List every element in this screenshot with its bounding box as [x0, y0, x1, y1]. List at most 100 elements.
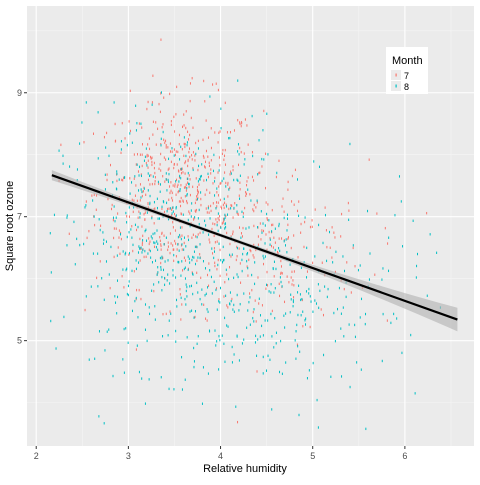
data-point-month-8 [302, 310, 304, 313]
data-point-month-8 [285, 361, 287, 364]
data-point-month-7 [210, 209, 212, 213]
data-point-month-7 [221, 222, 223, 225]
data-point-month-7 [331, 226, 333, 229]
data-point-month-8 [285, 312, 287, 315]
data-point-month-8 [163, 268, 165, 272]
data-point-month-7 [161, 126, 163, 129]
data-point-month-8 [271, 230, 273, 233]
data-point-month-8 [138, 189, 140, 192]
data-point-month-8 [135, 129, 137, 132]
data-point-month-8 [208, 233, 210, 236]
data-point-month-8 [259, 314, 261, 317]
data-point-month-7 [181, 167, 183, 170]
data-point-month-8 [145, 228, 147, 231]
data-point-month-7 [226, 304, 228, 307]
data-point-month-7 [179, 235, 181, 239]
data-point-month-8 [349, 142, 351, 146]
data-point-month-8 [167, 259, 169, 262]
data-point-month-8 [193, 346, 195, 350]
data-point-month-7 [197, 193, 199, 196]
data-point-month-7 [347, 201, 349, 205]
data-point-month-7 [227, 195, 229, 198]
data-point-month-7 [165, 144, 167, 147]
data-point-month-8 [261, 157, 263, 161]
data-point-month-7 [145, 193, 147, 197]
data-point-month-8 [101, 277, 103, 280]
data-point-month-8 [185, 289, 187, 293]
data-point-month-8 [181, 243, 183, 246]
data-point-month-7 [137, 170, 139, 173]
data-point-month-7 [169, 232, 171, 235]
data-point-month-8 [131, 236, 133, 239]
data-point-month-7 [153, 289, 155, 293]
data-point-month-7 [155, 121, 157, 124]
data-point-month-7 [159, 110, 161, 114]
data-point-month-8 [233, 310, 235, 313]
data-point-month-7 [141, 153, 143, 156]
data-point-month-8 [200, 191, 202, 194]
data-point-month-7 [142, 234, 144, 238]
data-point-month-8 [401, 351, 403, 355]
data-point-month-8 [162, 334, 164, 338]
data-point-month-8 [134, 223, 136, 227]
data-point-month-7 [287, 236, 289, 239]
data-point-month-8 [179, 233, 181, 237]
data-point-month-7 [239, 121, 241, 124]
data-point-month-8 [342, 306, 344, 309]
data-point-month-8 [228, 302, 230, 305]
data-point-month-7 [165, 312, 167, 316]
data-point-month-7 [205, 119, 207, 122]
data-point-month-7 [180, 196, 182, 200]
data-point-month-7 [167, 146, 169, 149]
data-point-month-7 [174, 185, 176, 188]
data-point-month-7 [216, 221, 218, 224]
data-point-month-8 [219, 286, 221, 290]
data-point-month-7 [189, 193, 191, 197]
data-point-month-8 [205, 178, 207, 182]
data-point-month-8 [225, 268, 227, 272]
data-point-month-7 [238, 194, 240, 197]
data-point-month-7 [153, 222, 155, 225]
data-point-month-8 [286, 251, 288, 254]
data-point-month-7 [110, 163, 112, 167]
data-point-month-8 [88, 358, 90, 361]
data-point-month-8 [137, 251, 139, 254]
data-point-month-7 [158, 102, 160, 106]
data-point-month-8 [175, 340, 177, 343]
data-point-month-8 [241, 210, 243, 214]
data-point-month-8 [349, 385, 351, 389]
data-point-month-7 [197, 139, 199, 143]
data-point-month-8 [115, 301, 117, 304]
data-point-month-8 [197, 180, 199, 183]
data-point-month-7 [210, 159, 212, 162]
data-point-month-8 [252, 154, 254, 158]
data-point-month-8 [261, 231, 263, 234]
data-point-month-7 [239, 262, 241, 265]
data-point-month-8 [180, 145, 182, 149]
data-point-month-7 [183, 113, 185, 116]
data-point-month-7 [180, 244, 182, 247]
data-point-month-8 [338, 286, 340, 290]
data-point-month-7 [154, 179, 156, 183]
data-point-month-8 [138, 245, 140, 248]
data-point-month-8 [143, 159, 145, 162]
data-point-month-8 [185, 303, 187, 306]
data-point-month-8 [166, 209, 168, 213]
data-point-month-8 [258, 139, 260, 142]
data-point-month-7 [278, 237, 280, 240]
data-point-month-8 [337, 307, 339, 311]
data-point-month-8 [396, 317, 398, 320]
data-point-month-7 [231, 297, 233, 301]
data-point-month-8 [199, 175, 201, 178]
data-point-month-8 [178, 261, 180, 264]
data-point-month-7 [239, 146, 241, 150]
data-point-month-7 [146, 155, 148, 158]
data-point-month-7 [309, 325, 311, 329]
data-point-month-8 [215, 288, 217, 292]
data-point-month-7 [174, 229, 176, 232]
data-point-month-8 [213, 256, 215, 260]
data-point-month-7 [207, 175, 209, 179]
data-point-month-8 [127, 341, 129, 344]
data-point-month-7 [162, 174, 164, 178]
data-point-month-7 [68, 232, 70, 236]
